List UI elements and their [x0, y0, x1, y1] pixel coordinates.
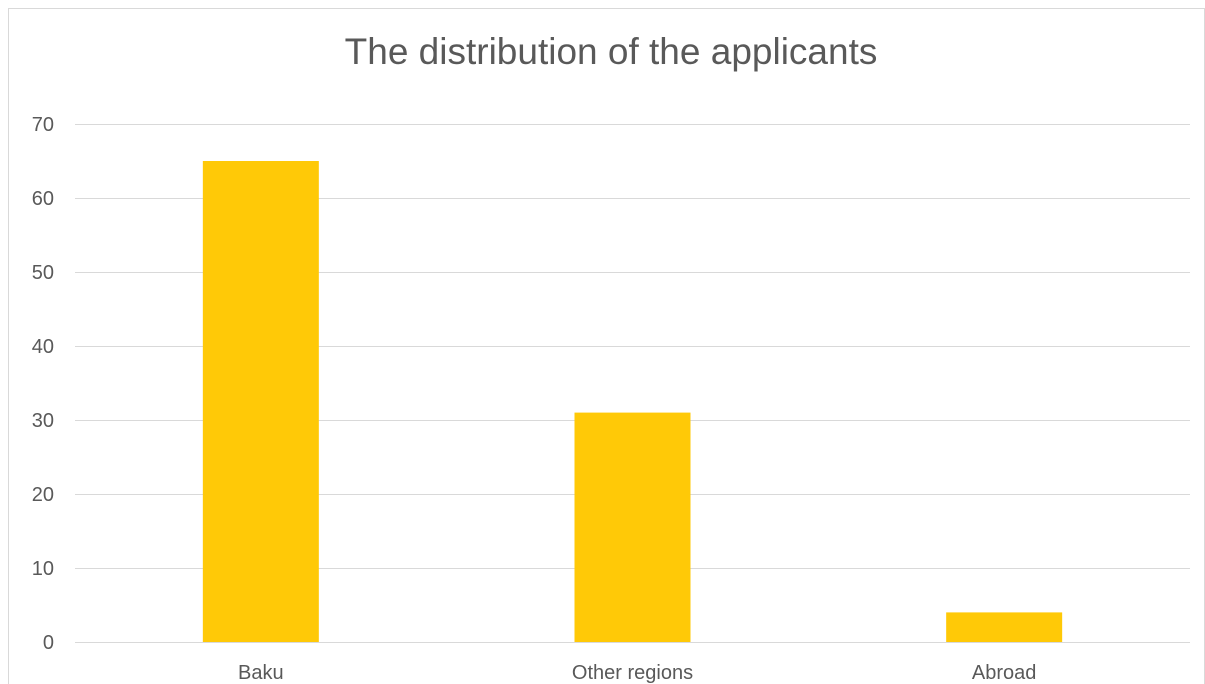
y-tick-label: 70 [32, 114, 54, 136]
bar-baku [202, 161, 319, 642]
y-tick-label: 20 [32, 484, 54, 506]
y-tick-label: 10 [32, 558, 54, 580]
y-tick-label: 40 [32, 336, 54, 358]
y-tick-label: 0 [43, 632, 54, 654]
bar-abroad [946, 612, 1063, 642]
bars [202, 161, 1063, 642]
x-axis-category-labels: Baku Other regions Abroad [238, 662, 1036, 684]
y-tick-label: 60 [32, 188, 54, 210]
x-category-label: Baku [238, 662, 284, 684]
x-category-label: Other regions [572, 662, 693, 684]
y-tick-label: 30 [32, 410, 54, 432]
chart-title: The distribution of the applicants [345, 31, 878, 72]
y-axis-tick-labels: 0 10 20 30 40 50 60 70 [32, 114, 54, 654]
y-tick-label: 50 [32, 262, 54, 284]
bar-other-regions [574, 412, 691, 642]
x-category-label: Abroad [972, 662, 1037, 684]
